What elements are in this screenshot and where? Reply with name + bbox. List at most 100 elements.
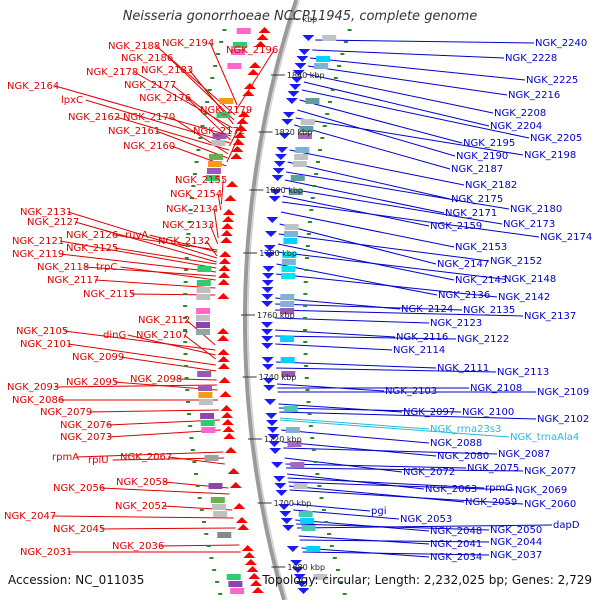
gene-label-right: NGK_2072 — [403, 467, 455, 478]
gene-label-right: NGK_2080 — [437, 451, 489, 462]
leader-line — [276, 367, 497, 373]
cog-block — [226, 574, 241, 580]
forward-gene-arrow — [217, 356, 230, 362]
cog-block — [305, 98, 320, 104]
gene-label-right: NGK_2063 — [425, 484, 477, 495]
leader-line — [76, 451, 224, 458]
leader-line — [281, 429, 430, 444]
leader-line — [288, 485, 465, 503]
gene-label-right: NGK_2147 — [437, 259, 489, 270]
kbp-label: 1820 kbp — [274, 128, 312, 137]
gene-label-right: NGK_trnaAla4 — [510, 432, 579, 443]
cog-block — [205, 175, 220, 181]
leader-line — [213, 208, 219, 239]
cog-block — [198, 392, 213, 398]
gene-label-left: NGK_2177 — [124, 80, 176, 91]
forward-gene-arrow — [246, 566, 259, 572]
gene-label-left: NGK_2154 — [170, 189, 222, 200]
reverse-gene-arrow — [292, 70, 305, 76]
forward-gene-arrow — [217, 363, 230, 369]
reverse-gene-arrow — [261, 294, 274, 300]
reverse-gene-arrow — [263, 385, 276, 391]
gene-label-right: NGK_2075 — [467, 463, 519, 474]
reverse-gene-arrow — [291, 567, 304, 573]
leader-line — [276, 273, 498, 298]
gene-label-right: NGK_2053 — [400, 514, 452, 525]
kbp-label: kbp — [302, 15, 317, 24]
cog-block — [206, 168, 221, 174]
gene-label-left: NGK_2176 — [139, 93, 191, 104]
leader-line — [120, 266, 216, 281]
forward-gene-arrow — [256, 34, 269, 40]
gene-label-right: NGK_2059 — [465, 497, 517, 508]
leader-line — [299, 99, 463, 144]
forward-gene-arrow — [218, 258, 231, 264]
gene-label-right: NGK_2135 — [463, 305, 515, 316]
leader-line — [312, 49, 505, 59]
forward-gene-arrow — [220, 230, 233, 236]
gene-label-right: NGK_2136 — [438, 290, 490, 301]
gene-label-left: NGK_2095 — [66, 377, 118, 388]
forward-gene-arrow — [236, 118, 249, 124]
leader-line — [280, 419, 510, 438]
gene-label-left: NGK_2052 — [115, 501, 167, 512]
cog-block — [313, 574, 328, 580]
kbp-label: 1800 kbp — [265, 186, 303, 195]
forward-gene-arrow — [219, 391, 232, 397]
gene-label-right: NGK_2187 — [451, 164, 503, 175]
accession-text: Accession: NC_011035 — [8, 573, 145, 587]
leader-line — [292, 503, 371, 512]
cog-block — [196, 287, 211, 293]
reverse-gene-arrow — [302, 35, 315, 41]
cog-block — [282, 252, 297, 258]
gene-label-right: NGK_2182 — [465, 180, 517, 191]
forward-gene-arrow — [251, 587, 264, 593]
gene-label-right: NGK_2198 — [524, 150, 576, 161]
gene-label-right: NGK_2037 — [490, 550, 542, 561]
gene-label-right: NGK_2148 — [504, 274, 556, 285]
cog-block — [196, 322, 210, 328]
gene-label-right: NGK_2173 — [503, 219, 555, 230]
gene-label-left: NGK_2058 — [116, 477, 168, 488]
cog-block — [212, 504, 226, 510]
gene-label-left: NGK_2194 — [162, 38, 214, 49]
gene-label-right: NGK_2069 — [515, 485, 567, 496]
cog-block — [290, 175, 305, 181]
forward-gene-arrow — [218, 377, 231, 383]
leader-line — [288, 481, 515, 491]
leader-line — [282, 441, 437, 457]
gene-label-left: NGK_2119 — [12, 249, 64, 260]
forward-gene-arrow — [220, 405, 233, 411]
cog-block — [207, 161, 222, 167]
tick-marks: kbp 1840 kbp 1820 kbp 1800 kbp 1780 kbp 1760 … — [183, 15, 352, 595]
cog-block — [281, 371, 296, 377]
reverse-gene-arrow — [264, 399, 277, 405]
leader-line — [275, 335, 457, 340]
leader-line — [279, 417, 430, 430]
reverse-gene-arrow — [279, 511, 292, 517]
cog-block — [230, 588, 245, 594]
reverse-gene-arrow — [261, 322, 274, 328]
leader-line — [289, 149, 465, 186]
leader-line — [297, 109, 456, 157]
leader-line — [60, 253, 217, 273]
forward-gene-arrow — [224, 447, 237, 453]
cog-block — [196, 329, 210, 335]
gene-label-left: NGK_2125 — [66, 243, 118, 254]
leader-line — [287, 161, 451, 200]
forward-gene-arrow — [227, 468, 240, 474]
gene-label-left: NGK_2188 — [108, 41, 160, 52]
forward-gene-arrow — [222, 216, 235, 222]
reverse-gene-arrow — [261, 329, 274, 335]
gene-label-left: NGK_2056 — [53, 483, 105, 494]
backbone-arc — [243, 0, 301, 600]
cog-block — [301, 525, 316, 531]
gene-label-right: NGK_2122 — [457, 334, 509, 345]
gene-label-right: NGK_2153 — [455, 242, 507, 253]
leader-line — [183, 334, 217, 360]
gene-label-right: NGK_2240 — [535, 38, 587, 49]
gene-label-right: NGK_2195 — [463, 138, 515, 149]
leader-line — [294, 124, 451, 170]
cog-block — [298, 133, 312, 139]
reverse-gene-arrow — [268, 441, 281, 447]
